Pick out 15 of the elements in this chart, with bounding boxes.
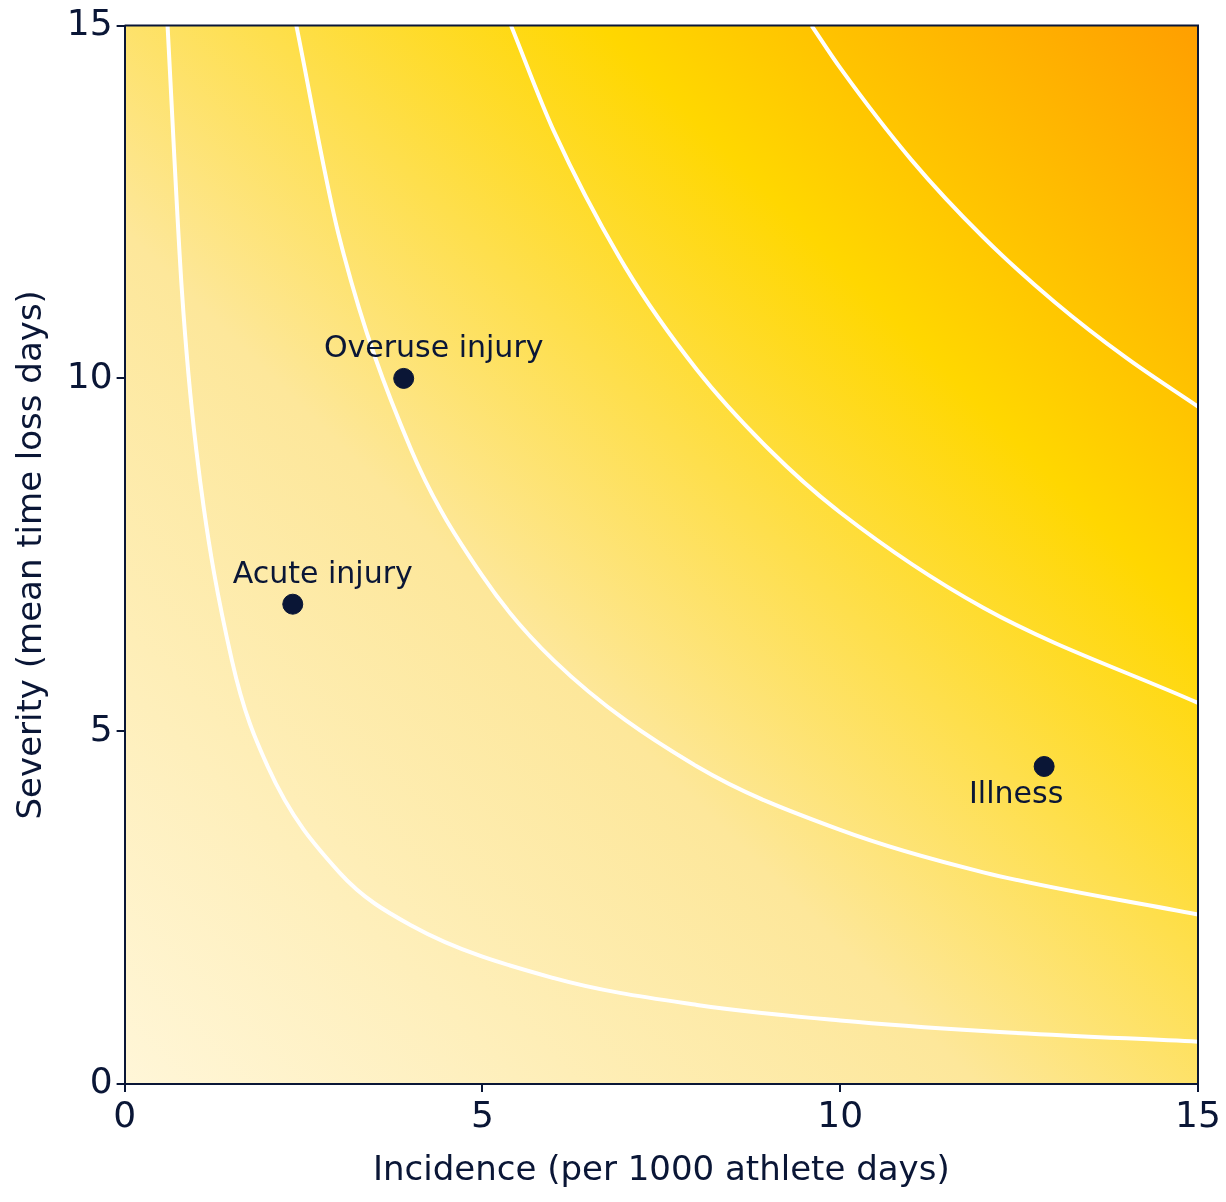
annotation: Illness xyxy=(969,775,1064,811)
x-tick-label: 10 xyxy=(817,1093,864,1135)
point xyxy=(1033,755,1055,777)
x-tick-label: 15 xyxy=(1175,1093,1221,1135)
annotation: Acute injury xyxy=(232,554,413,590)
y-tick-label: 5 xyxy=(89,707,113,749)
y-tick-label: 10 xyxy=(66,354,113,396)
line-series xyxy=(809,25,1198,409)
x-tick-label: 5 xyxy=(470,1093,494,1135)
point xyxy=(393,367,415,389)
y-tick-label: 15 xyxy=(66,1,113,43)
y-tick-label: 0 xyxy=(89,1060,113,1102)
x-axis-title: Incidence (per 1000 athlete days) xyxy=(372,1148,950,1189)
y-axis-title: Severity (mean time loss days) xyxy=(9,290,50,820)
point xyxy=(282,593,304,615)
